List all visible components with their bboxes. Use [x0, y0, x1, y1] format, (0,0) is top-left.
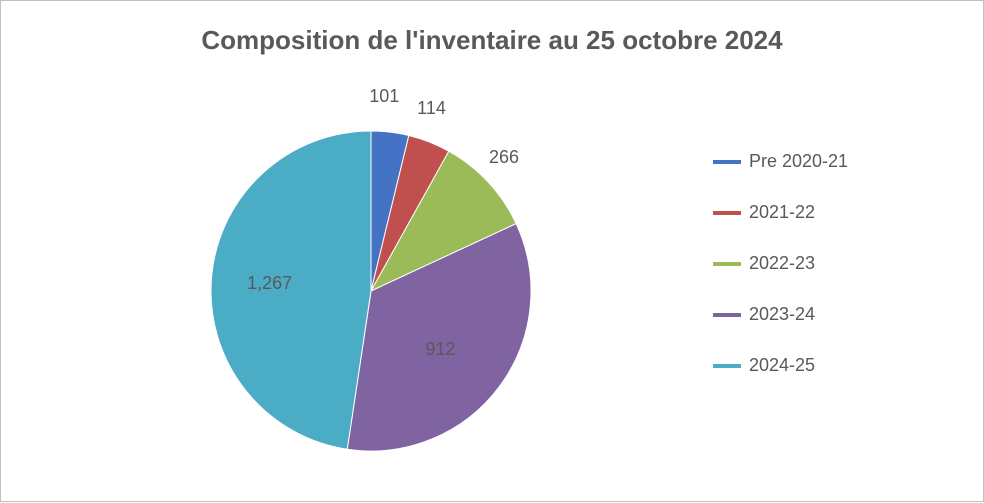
data-label: 912: [425, 339, 455, 360]
legend-item: 2022-23: [713, 253, 943, 274]
legend-marker: [713, 364, 741, 368]
legend-label: 2022-23: [749, 253, 815, 274]
chart-title: Composition de l'inventaire au 25 octobr…: [1, 25, 983, 56]
legend-label: 2023-24: [749, 304, 815, 325]
legend-marker: [713, 313, 741, 317]
legend-item: 2023-24: [713, 304, 943, 325]
data-label: 114: [417, 98, 446, 119]
legend-marker: [713, 211, 741, 215]
data-label: 1,267: [247, 273, 292, 294]
legend-label: Pre 2020-21: [749, 151, 848, 172]
legend-item: 2024-25: [713, 355, 943, 376]
legend-item: 2021-22: [713, 202, 943, 223]
data-label: 266: [489, 147, 519, 168]
data-label: 101: [369, 86, 399, 107]
legend: Pre 2020-21 2021-22 2022-23 2023-24 2024-25: [713, 151, 943, 406]
legend-label: 2021-22: [749, 202, 815, 223]
legend-item: Pre 2020-21: [713, 151, 943, 172]
legend-label: 2024-25: [749, 355, 815, 376]
legend-marker: [713, 160, 741, 164]
chart-container: Composition de l'inventaire au 25 octobr…: [0, 0, 984, 502]
legend-marker: [713, 262, 741, 266]
